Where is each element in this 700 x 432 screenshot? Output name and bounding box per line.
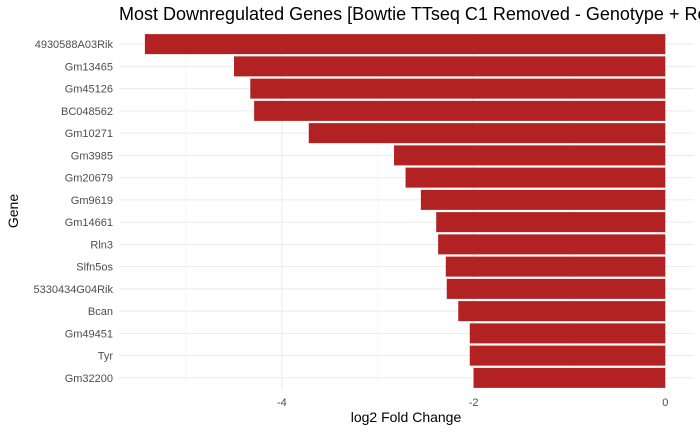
bar-Tyr (469, 345, 666, 366)
bar-Gm49451 (469, 323, 666, 344)
bar-4930588A03Rik (144, 34, 666, 55)
y-tick-label: Slfn5os (76, 262, 113, 274)
bar-Gm20679 (405, 167, 666, 188)
y-tick-label: Gm3985 (71, 150, 113, 162)
y-tick-label: Rln3 (90, 239, 113, 251)
y-tick-label: Gm10271 (65, 128, 113, 140)
y-tick-label: BC048562 (61, 106, 113, 118)
x-axis-label: log2 Fold Change (351, 409, 462, 425)
y-tick-label: Gm49451 (65, 328, 113, 340)
y-tick-label: Gm9619 (71, 195, 113, 207)
y-tick-label: Gm13465 (65, 61, 113, 73)
bar-Gm13465 (234, 56, 666, 77)
y-tick-label: Bcan (88, 306, 113, 318)
y-tick-label: Gm45126 (65, 84, 113, 96)
bar-Slfn5os (445, 256, 666, 277)
bars (144, 34, 666, 388)
bar-Gm3985 (394, 145, 666, 166)
y-tick-label: Gm14661 (65, 217, 113, 229)
bar-5330434G04Rik (446, 278, 666, 299)
y-tick-label: Gm32200 (65, 373, 113, 385)
y-axis-label: Gene (5, 194, 21, 228)
bar-Bcan (458, 301, 666, 322)
bar-Gm14661 (436, 212, 666, 233)
x-tick-label: -4 (277, 397, 287, 409)
y-tick-labels: 4930588A03Rik Gm13465 Gm45126 BC048562 Gm102… (33, 39, 113, 385)
bar-Gm9619 (420, 189, 666, 210)
y-tick-label: Tyr (98, 351, 114, 363)
x-tick-label: 0 (662, 397, 668, 409)
bar-BC048562 (254, 100, 666, 121)
y-tick-label: 5330434G04Rik (33, 284, 113, 296)
x-tick-label: -2 (469, 397, 479, 409)
bar-Gm45126 (250, 78, 666, 99)
bar-Gm10271 (308, 123, 666, 144)
y-tick-label: Gm20679 (65, 173, 113, 185)
x-tick-labels: -4 -2 0 (277, 397, 668, 409)
chart-title: Most Downregulated Genes [Bowtie TTseq C… (119, 4, 700, 24)
bar-Rln3 (438, 234, 666, 255)
bar-Gm32200 (473, 367, 666, 388)
y-tick-label: 4930588A03Rik (35, 39, 114, 51)
